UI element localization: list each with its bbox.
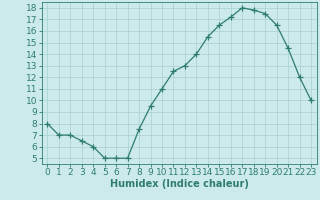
X-axis label: Humidex (Indice chaleur): Humidex (Indice chaleur): [110, 179, 249, 189]
